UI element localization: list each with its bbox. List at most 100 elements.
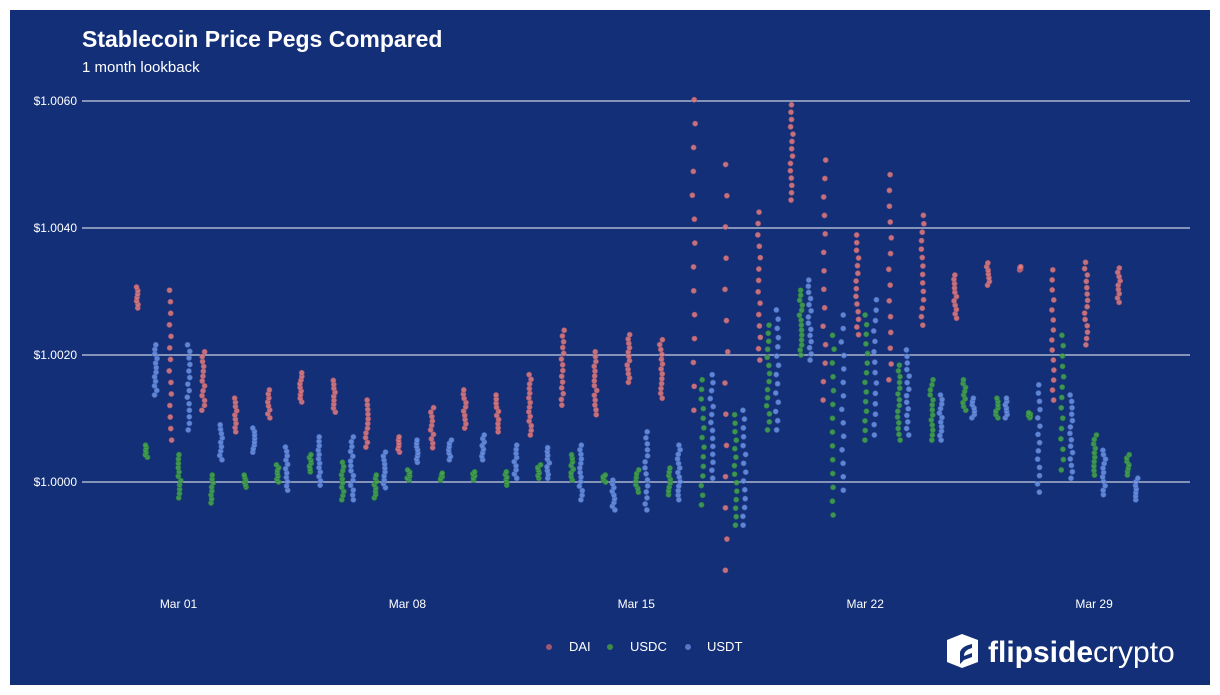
point-dai (690, 287, 697, 294)
point-dai (362, 434, 369, 441)
point-dai (854, 262, 861, 269)
point-usdt (184, 394, 191, 401)
point-usdc (733, 437, 740, 444)
point-usdt (1068, 462, 1075, 469)
point-usdc (895, 419, 902, 426)
point-usdt (642, 464, 648, 471)
point-dai (558, 356, 565, 362)
point-usdc (176, 451, 182, 458)
point-dai (200, 373, 206, 380)
point-dai (722, 411, 729, 418)
point-dai (659, 395, 666, 402)
point-usdt (643, 489, 650, 495)
point-dai (198, 407, 205, 414)
point-dai (919, 254, 926, 261)
point-usdt (740, 478, 747, 484)
point-dai (755, 345, 762, 352)
point-usdc (829, 415, 836, 422)
point-usdc (829, 429, 836, 435)
point-usdc (698, 386, 705, 393)
point-usdc (927, 386, 934, 393)
point-usdc (1058, 425, 1065, 432)
point-dai (756, 323, 763, 329)
point-usdc (862, 379, 868, 386)
point-dai (167, 414, 174, 420)
point-usdc (766, 418, 773, 425)
point-usdc (1058, 404, 1065, 411)
point-usdt (217, 421, 224, 428)
point-usdt (349, 453, 356, 460)
point-dai (657, 346, 664, 353)
point-usdc (733, 496, 740, 503)
point-usdt (904, 360, 911, 366)
point-dai (1050, 357, 1057, 363)
point-usdc (798, 322, 805, 329)
point-usdc (701, 444, 707, 451)
point-dai (1017, 263, 1024, 270)
point-dai (755, 277, 762, 284)
point-usdt (709, 475, 716, 482)
point-dai (559, 367, 566, 374)
point-usdt (578, 442, 585, 449)
point-dai (691, 383, 698, 390)
point-usdc (1126, 451, 1133, 458)
point-usdc (1093, 432, 1100, 438)
point-usdt (840, 352, 847, 359)
point-usdt (872, 400, 879, 407)
point-dai (691, 240, 698, 246)
point-usdt (838, 339, 845, 345)
point-dai (722, 473, 729, 480)
point-usdt (872, 390, 879, 397)
point-dai (888, 361, 895, 367)
point-usdt (448, 437, 455, 443)
point-dai (201, 397, 208, 404)
point-usdt (347, 458, 354, 464)
point-dai (820, 194, 827, 200)
point-dai (885, 376, 892, 383)
point-usdt (840, 473, 847, 480)
point-usdt (348, 467, 354, 474)
point-dai (724, 348, 731, 355)
point-usdc (698, 396, 705, 402)
point-usdc (929, 422, 936, 428)
point-usdt (1037, 423, 1043, 430)
point-dai (592, 348, 599, 355)
point-dai (1082, 259, 1089, 266)
point-dai (690, 407, 697, 414)
point-usdt (1069, 417, 1076, 424)
point-usdt (839, 446, 845, 453)
point-usdc (796, 312, 803, 319)
point-usdc (929, 402, 936, 408)
point-dai (1049, 337, 1055, 343)
point-usdt (1036, 398, 1043, 405)
point-usdt (840, 379, 847, 386)
point-usdt (740, 513, 746, 520)
point-dai (722, 224, 729, 230)
point-usdt (609, 477, 616, 483)
point-dai (1083, 278, 1090, 285)
x-tick-label: Mar 29 (1075, 597, 1113, 611)
point-usdt (805, 289, 812, 296)
point-usdc (831, 346, 837, 353)
point-usdc (1059, 353, 1066, 359)
point-dai (951, 272, 958, 278)
legend-usdc-marker (607, 644, 613, 650)
point-usdt (708, 387, 715, 394)
point-dai (822, 360, 829, 367)
point-usdc (700, 463, 707, 470)
point-usdc (896, 402, 903, 409)
point-usdc (699, 376, 706, 383)
point-dai (1050, 297, 1057, 303)
point-dai (1083, 335, 1090, 342)
point-usdt (350, 477, 356, 484)
point-dai (722, 567, 729, 574)
point-dai (853, 293, 859, 300)
point-usdt (740, 460, 747, 467)
point-dai (1050, 327, 1057, 333)
point-usdt (903, 425, 910, 432)
point-dai (658, 366, 665, 372)
point-usdt (871, 359, 878, 366)
point-usdt (871, 421, 878, 428)
point-dai (821, 212, 828, 219)
point-usdt (740, 442, 747, 449)
